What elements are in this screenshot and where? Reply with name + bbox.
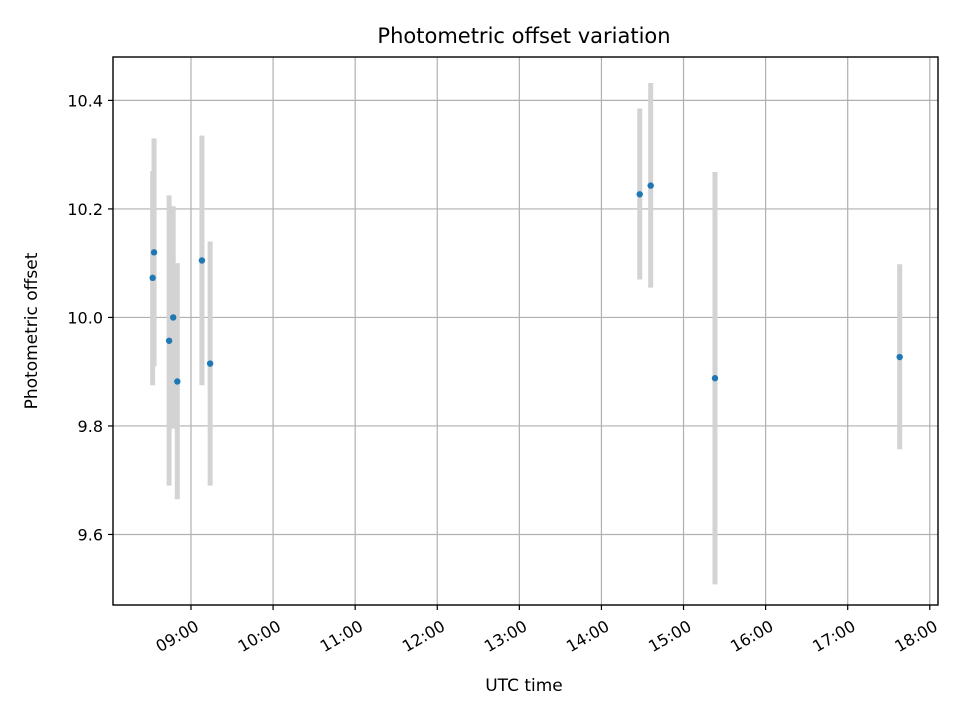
y-tick-label: 10.2 — [67, 200, 103, 219]
data-point — [149, 274, 156, 282]
data-points — [149, 182, 903, 385]
data-point — [896, 353, 903, 361]
y-tick-label: 9.6 — [78, 525, 103, 544]
y-axis-ticks: 9.6 9.8 10.0 10.2 10.4 — [67, 91, 113, 544]
y-tick-label: 9.8 — [78, 417, 103, 436]
x-axis-title: UTC time — [485, 676, 563, 696]
plot-frame — [112, 56, 939, 606]
y-axis-title: Photometric offset — [22, 252, 42, 409]
data-point — [150, 249, 158, 256]
data-point — [198, 257, 206, 264]
data-point — [206, 360, 214, 367]
data-point — [636, 191, 643, 198]
data-point — [647, 182, 654, 189]
y-tick-label: 10.4 — [67, 91, 103, 110]
data-point — [174, 378, 181, 385]
chart-title: Photometric offset variation — [377, 24, 670, 48]
data-point — [711, 375, 719, 382]
grid — [113, 57, 938, 605]
y-tick-label: 10.0 — [67, 308, 103, 327]
data-point — [165, 337, 173, 344]
data-point — [169, 314, 177, 321]
